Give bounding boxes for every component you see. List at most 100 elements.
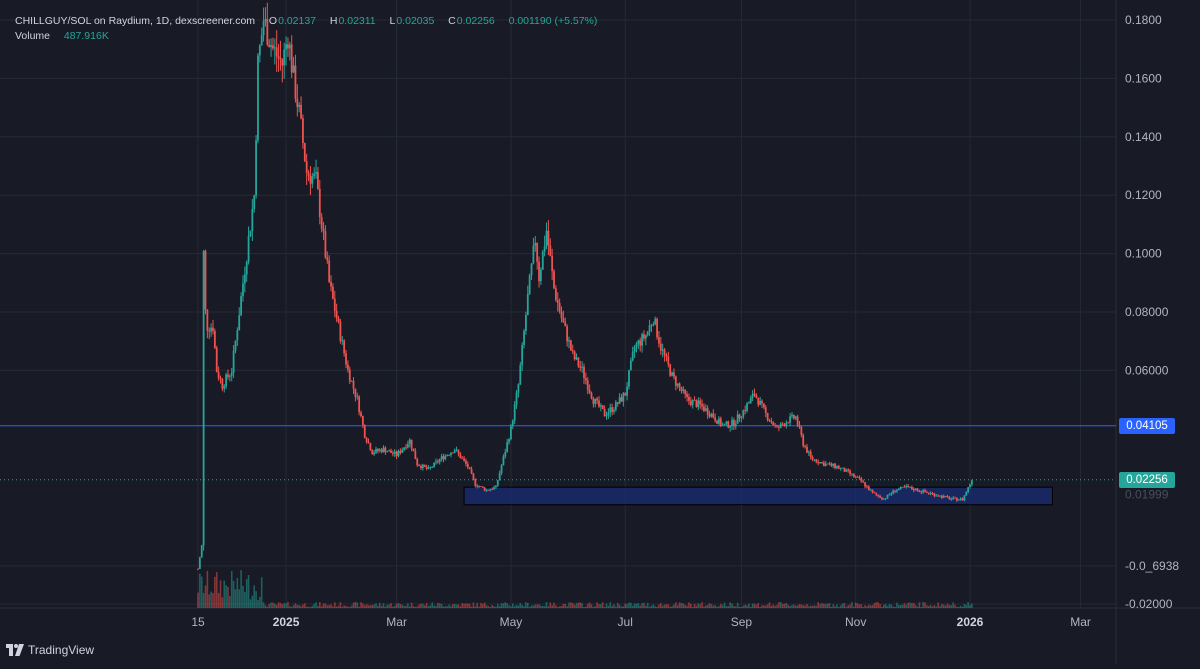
volume-bar [352,602,355,608]
volume-bar [869,605,872,608]
volume-bar [836,604,838,608]
volume-bar [866,606,868,608]
volume-bar [688,602,690,608]
volume-bar [502,603,505,608]
candle-body [800,426,803,436]
candle-body [716,420,718,424]
volume-bar [748,603,750,608]
candle-body [249,230,252,237]
candle-body [911,486,913,490]
volume-bar [360,602,362,608]
candle-body [699,400,702,405]
tradingview-logo-icon [6,644,24,656]
candle-body [339,321,342,342]
hline-price-tag[interactable]: 0.04105 [1119,418,1175,434]
volume-bar [345,605,347,608]
volume-bar [549,602,552,608]
volume-bar [937,602,939,608]
candle-body [688,396,690,401]
volume-bar [343,605,345,608]
legend-low-label: L [389,15,396,27]
volume-bar [485,605,488,608]
volume-bar [808,606,810,608]
candle-body [871,490,874,493]
candle-body [579,366,582,368]
candle-body [950,498,953,500]
volume-bar [266,606,269,608]
volume-bar [197,592,199,608]
candle-body [521,344,524,366]
candle-body [849,470,851,474]
candle-body [511,420,514,427]
volume-bar [916,606,919,608]
candle-body [931,493,934,494]
volume-bar [416,606,419,608]
volume-bar [555,605,557,608]
candle-body [822,462,825,467]
volume-bar [841,603,844,608]
candle-body [952,497,955,499]
candle-body [601,405,604,409]
candle-body [856,476,859,478]
candle-body [388,450,391,452]
candle-body [363,425,366,438]
candle-body [442,456,445,460]
tradingview-attribution[interactable]: TradingView [6,642,94,658]
candle-body [350,380,353,382]
candle-body [907,485,910,488]
volume-bar [909,602,911,608]
candle-body [468,467,471,469]
candle-body [757,397,760,405]
volume-bar [592,606,595,608]
volume-bar [920,606,923,608]
candle-body [508,439,510,443]
candle-body [431,466,434,468]
volume-bar [690,603,692,608]
candle-body [423,464,426,467]
candle-body [691,399,694,405]
volume-bar [929,604,932,608]
volume-bar [648,606,651,608]
candle-body [807,451,810,453]
candle-body [208,330,211,332]
volume-bar [365,604,368,608]
candle-body [236,330,239,341]
volume-bar [341,606,344,608]
volume-bar [354,602,357,608]
candle-body [448,454,450,456]
candle-body [641,334,643,346]
volume-bar [429,605,432,608]
candle-body [764,407,767,413]
candle-body [532,245,535,264]
volume-bar [335,606,338,608]
candle-body [731,419,733,427]
volume-bar [579,602,582,608]
volume-bar [686,605,688,608]
candle-body [837,466,840,469]
candle-body [697,400,700,408]
candle-body [586,380,589,390]
candle-body [635,343,638,347]
candle-body [701,404,703,407]
candle-body [877,494,880,497]
volume-bar [422,603,424,608]
candle-body [862,481,865,483]
volume-bar [497,603,499,608]
volume-bar [358,606,360,608]
candle-body [255,140,257,196]
candle-body [603,408,606,417]
candle-body [611,407,614,412]
candle-body [401,449,404,453]
volume-bar [892,606,894,608]
y-tick-label: 0.1200 [1125,188,1162,202]
candle-body [290,44,293,73]
volume-bar [954,604,956,608]
volume-bar [564,603,567,608]
candle-body [219,377,222,380]
candle-body [656,318,658,338]
candle-body [875,493,878,495]
volume-bar [304,603,306,608]
legend-ohlc-row: CHILLGUY/SOL on Raydium, 1D, dexscreener… [15,14,598,29]
